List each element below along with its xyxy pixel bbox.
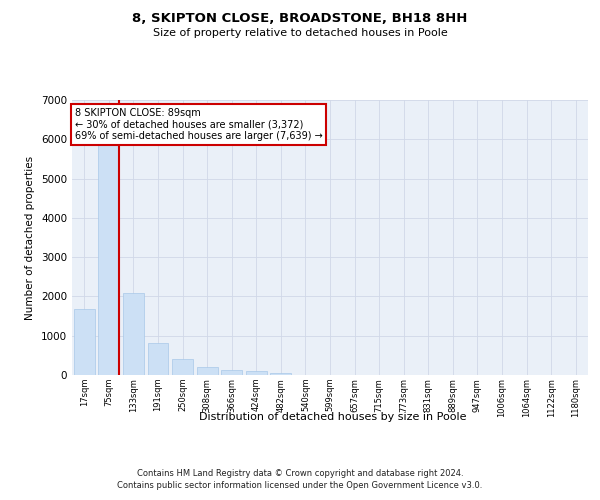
Text: Contains public sector information licensed under the Open Government Licence v3: Contains public sector information licen… <box>118 481 482 490</box>
Bar <box>148 343 169 375</box>
Y-axis label: Number of detached properties: Number of detached properties <box>25 156 35 320</box>
Text: 8 SKIPTON CLOSE: 89sqm
← 30% of detached houses are smaller (3,372)
69% of semi-: 8 SKIPTON CLOSE: 89sqm ← 30% of detached… <box>74 108 322 142</box>
Text: Contains HM Land Registry data © Crown copyright and database right 2024.: Contains HM Land Registry data © Crown c… <box>137 469 463 478</box>
Text: Size of property relative to detached houses in Poole: Size of property relative to detached ho… <box>152 28 448 38</box>
Bar <box>74 309 95 375</box>
Text: 8, SKIPTON CLOSE, BROADSTONE, BH18 8HH: 8, SKIPTON CLOSE, BROADSTONE, BH18 8HH <box>133 12 467 26</box>
Bar <box>172 359 193 375</box>
Bar <box>98 136 119 375</box>
Bar <box>197 367 218 375</box>
Bar <box>246 370 267 375</box>
Bar <box>221 370 242 375</box>
Text: Distribution of detached houses by size in Poole: Distribution of detached houses by size … <box>199 412 467 422</box>
Bar <box>271 372 292 375</box>
Bar <box>123 294 144 375</box>
